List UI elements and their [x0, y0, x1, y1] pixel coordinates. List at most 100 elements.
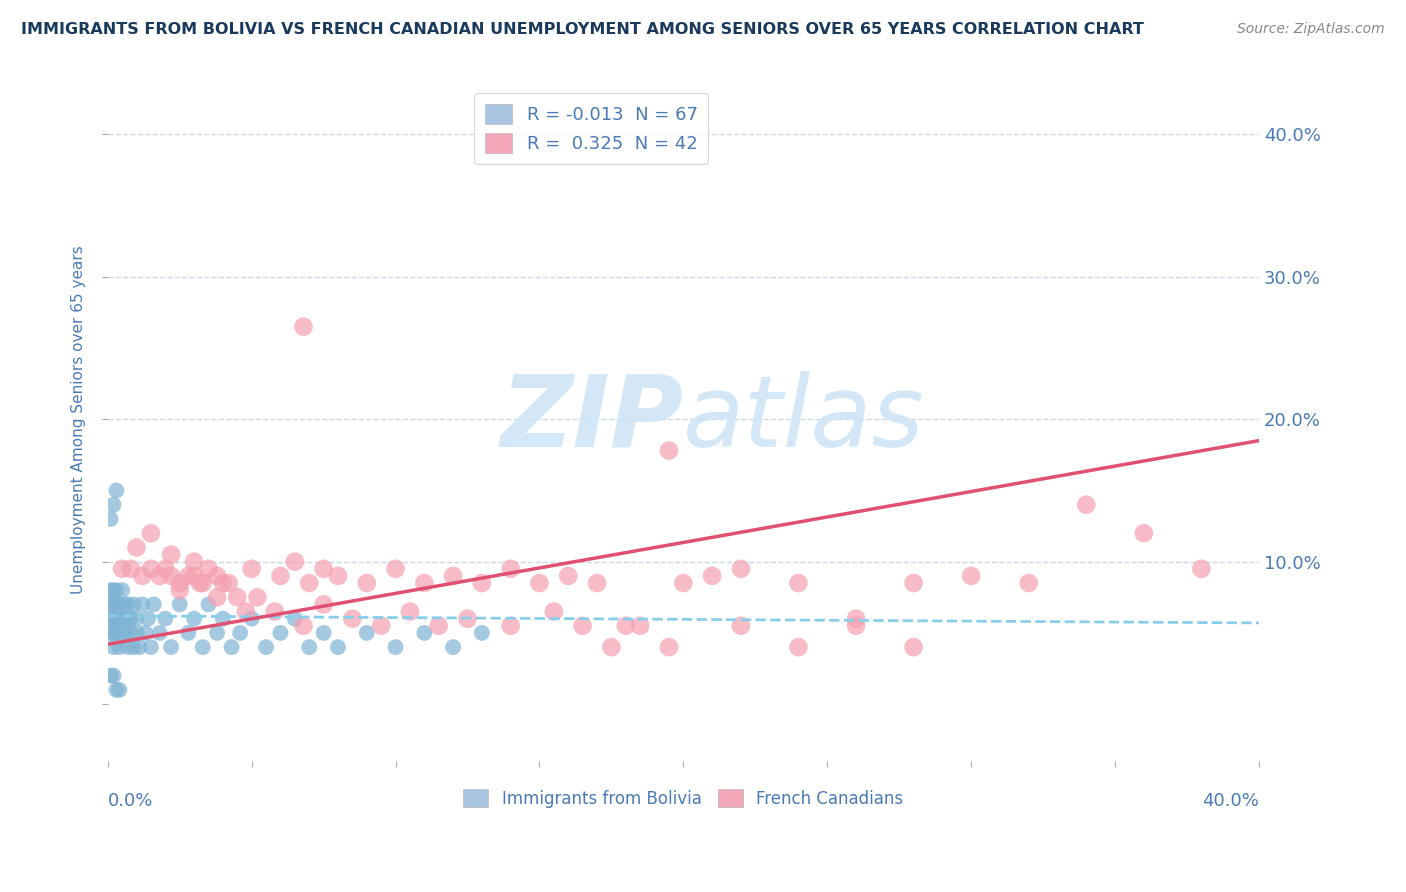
Point: [235, 605, 257, 619]
Point: [108, 612, 131, 626]
Point: [787, 576, 810, 591]
Point: [903, 576, 925, 591]
Point: [139, 640, 162, 654]
Point: [845, 612, 868, 626]
Point: [177, 626, 200, 640]
Text: Source: ZipAtlas.com: Source: ZipAtlas.com: [1237, 22, 1385, 37]
Point: [117, 612, 139, 626]
Point: [441, 640, 464, 654]
Point: [384, 562, 406, 576]
Point: [177, 569, 200, 583]
Point: [120, 626, 142, 640]
Point: [105, 583, 128, 598]
Point: [269, 569, 291, 583]
Point: [148, 626, 170, 640]
Point: [960, 569, 983, 583]
Point: [212, 576, 235, 591]
Point: [183, 612, 205, 626]
Point: [658, 443, 681, 458]
Point: [263, 605, 285, 619]
Point: [240, 612, 263, 626]
Point: [240, 562, 263, 576]
Point: [413, 576, 436, 591]
Y-axis label: Unemployment Among Seniors over 65 years: Unemployment Among Seniors over 65 years: [72, 245, 86, 594]
Point: [103, 626, 125, 640]
Point: [188, 576, 211, 591]
Point: [103, 612, 125, 626]
Point: [169, 583, 191, 598]
Point: [100, 626, 122, 640]
Point: [100, 512, 122, 526]
Point: [384, 640, 406, 654]
Point: [139, 562, 162, 576]
Point: [122, 598, 145, 612]
Point: [131, 598, 153, 612]
Point: [160, 548, 183, 562]
Point: [342, 612, 364, 626]
Point: [399, 605, 422, 619]
Point: [312, 598, 335, 612]
Point: [205, 569, 228, 583]
Point: [114, 598, 136, 612]
Point: [169, 598, 191, 612]
Point: [471, 626, 494, 640]
Point: [356, 626, 378, 640]
Point: [370, 619, 392, 633]
Point: [730, 619, 752, 633]
Point: [169, 576, 191, 591]
Point: [600, 640, 623, 654]
Point: [120, 562, 142, 576]
Point: [845, 619, 868, 633]
Point: [571, 619, 593, 633]
Point: [111, 562, 134, 576]
Point: [269, 626, 291, 640]
Point: [148, 569, 170, 583]
Point: [529, 576, 551, 591]
Point: [117, 598, 139, 612]
Point: [218, 576, 240, 591]
Point: [226, 591, 249, 605]
Point: [543, 605, 565, 619]
Text: IMMIGRANTS FROM BOLIVIA VS FRENCH CANADIAN UNEMPLOYMENT AMONG SENIORS OVER 65 YE: IMMIGRANTS FROM BOLIVIA VS FRENCH CANADI…: [21, 22, 1144, 37]
Point: [457, 612, 479, 626]
Point: [139, 526, 162, 541]
Point: [212, 612, 235, 626]
Text: atlas: atlas: [683, 371, 925, 467]
Point: [191, 576, 214, 591]
Point: [427, 619, 450, 633]
Point: [298, 640, 321, 654]
Point: [672, 576, 695, 591]
Point: [326, 640, 349, 654]
Legend: Immigrants from Bolivia, French Canadians: Immigrants from Bolivia, French Canadian…: [457, 782, 910, 814]
Point: [100, 668, 122, 682]
Point: [103, 583, 125, 598]
Point: [122, 640, 145, 654]
Point: [105, 483, 128, 498]
Point: [326, 569, 349, 583]
Point: [111, 612, 134, 626]
Point: [125, 612, 148, 626]
Point: [134, 626, 156, 640]
Point: [108, 598, 131, 612]
Point: [191, 640, 214, 654]
Point: [614, 619, 637, 633]
Point: [197, 598, 219, 612]
Text: ZIP: ZIP: [501, 371, 683, 467]
Point: [499, 562, 522, 576]
Point: [292, 619, 315, 633]
Point: [628, 619, 651, 633]
Point: [499, 619, 522, 633]
Point: [441, 569, 464, 583]
Point: [155, 612, 177, 626]
Point: [221, 640, 243, 654]
Point: [205, 591, 228, 605]
Point: [246, 591, 269, 605]
Point: [1076, 498, 1098, 512]
Point: [229, 626, 252, 640]
Point: [111, 626, 134, 640]
Point: [298, 576, 321, 591]
Point: [136, 612, 159, 626]
Point: [125, 541, 148, 555]
Point: [103, 498, 125, 512]
Point: [155, 562, 177, 576]
